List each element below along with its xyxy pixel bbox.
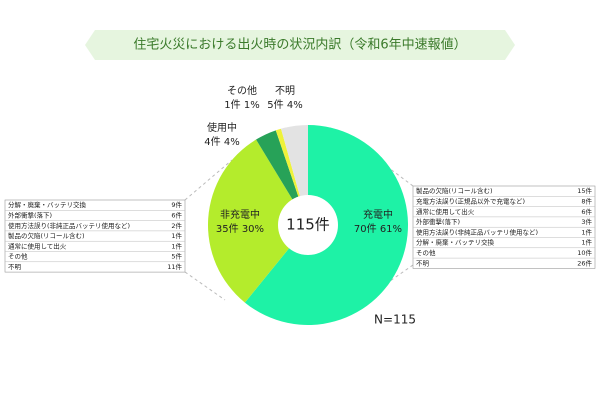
table-label: 分解・廃棄・バッテリ交換 xyxy=(416,238,495,247)
chart-title: 住宅火災における出火時の状況内訳（令和6年中速報値） xyxy=(133,37,466,53)
table-value: 11件 xyxy=(167,262,182,271)
table-label: その他 xyxy=(416,248,436,257)
table-value: 5件 xyxy=(171,252,182,261)
table-value: 8件 xyxy=(581,196,592,205)
pie: 115件 充電中 70件 61% 非充電中 35件 30% 使用中 4件 4% その他 1件 1… xyxy=(204,84,408,325)
slice-label: 4件 4% xyxy=(204,136,239,148)
table-value: 26件 xyxy=(577,258,592,267)
table-value: 1件 xyxy=(581,238,592,247)
table-value: 6件 xyxy=(171,210,182,219)
table-label: 製品の欠陥(リコール含む) xyxy=(8,231,85,240)
table-value: 3件 xyxy=(581,217,592,226)
pie-center xyxy=(278,195,338,255)
slice-label: 35件 30% xyxy=(216,223,264,235)
pie-slice xyxy=(208,139,308,303)
table-frame xyxy=(4,199,186,273)
table-label: 使用方法誤り(非純正品バッテリ使用など) xyxy=(416,227,538,236)
slice-category: 非充電中 xyxy=(220,208,260,221)
table-value: 1件 xyxy=(171,231,182,240)
note: N=115 xyxy=(374,313,416,327)
slice-category: 使用中 xyxy=(207,121,237,134)
table-value: 1件 xyxy=(581,227,592,236)
table-label: 外部衝撃(落下) xyxy=(8,210,52,219)
table-label: 不明 xyxy=(8,263,22,271)
table-label: その他 xyxy=(8,252,28,261)
table-value: 10件 xyxy=(577,248,592,257)
table-label: 通常に使用して出火 xyxy=(8,241,67,250)
center-label: 115件 xyxy=(286,216,330,234)
table-value: 1件 xyxy=(171,241,182,250)
table-label: 使用方法誤り(非純正品バッテリ使用など) xyxy=(8,221,130,230)
table-label: 不明 xyxy=(416,259,430,267)
table-value: 15件 xyxy=(577,186,592,195)
table-label: 通常に使用して出火 xyxy=(416,207,475,216)
slice-category: 充電中 xyxy=(363,208,393,221)
table-label: 分解・廃棄・バッテリ交換 xyxy=(8,200,87,209)
table-label: 充電方法誤り(正規品以外で充電など) xyxy=(416,196,525,205)
slice-category: 不明 xyxy=(275,85,295,97)
table-value: 6件 xyxy=(581,207,592,216)
table-value: 9件 xyxy=(171,200,182,209)
table-label: 製品の欠陥(リコール含む) xyxy=(416,186,493,195)
slice-label: 5件 4% xyxy=(267,99,302,111)
table-label: 外部衝撃(落下) xyxy=(416,217,460,226)
title-banner xyxy=(85,30,515,60)
slice-label: 1件 1% xyxy=(224,99,259,111)
slice-category: その他 xyxy=(227,84,257,97)
slice-label: 70件 61% xyxy=(354,223,402,235)
table-value: 2件 xyxy=(171,221,182,230)
